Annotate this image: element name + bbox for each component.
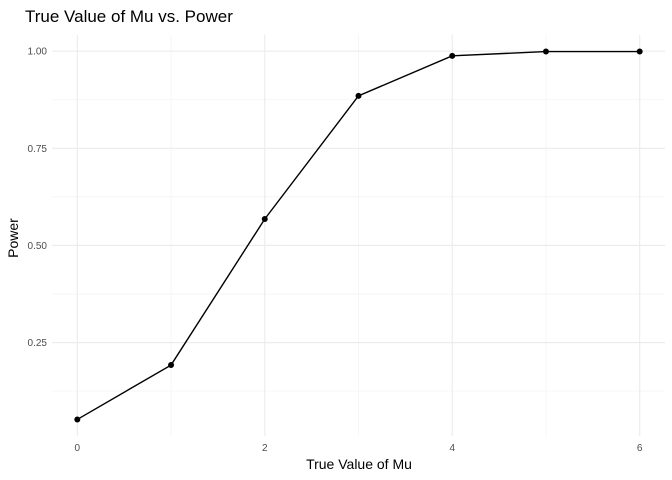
data-point-0: [74, 416, 81, 423]
data-point-6: [636, 48, 643, 55]
x-axis-title: True Value of Mu: [306, 456, 412, 472]
data-point-1: [168, 362, 175, 369]
data-point-2: [261, 215, 268, 222]
x-tick-label-0: 0: [75, 443, 81, 454]
y-tick-label-3: 1.00: [28, 47, 48, 58]
chart-title: True Value of Mu vs. Power: [25, 7, 233, 26]
point-layer: [74, 48, 643, 423]
grid-layer: [52, 35, 665, 436]
y-axis-title: Power: [5, 218, 21, 258]
x-tick-label-2: 4: [449, 443, 455, 454]
x-tick-label-1: 2: [262, 443, 268, 454]
y-tick-label-1: 0.50: [28, 241, 48, 252]
data-point-4: [449, 52, 456, 59]
data-point-5: [542, 48, 549, 55]
x-tick-label-3: 6: [637, 443, 643, 454]
data-point-3: [355, 92, 362, 99]
y-tick-label-2: 0.75: [28, 144, 48, 155]
tick-label-layer: 0 2 4 6 0.25 0.50 0.75 1.00: [28, 47, 643, 454]
y-tick-label-0: 0.25: [28, 338, 48, 349]
